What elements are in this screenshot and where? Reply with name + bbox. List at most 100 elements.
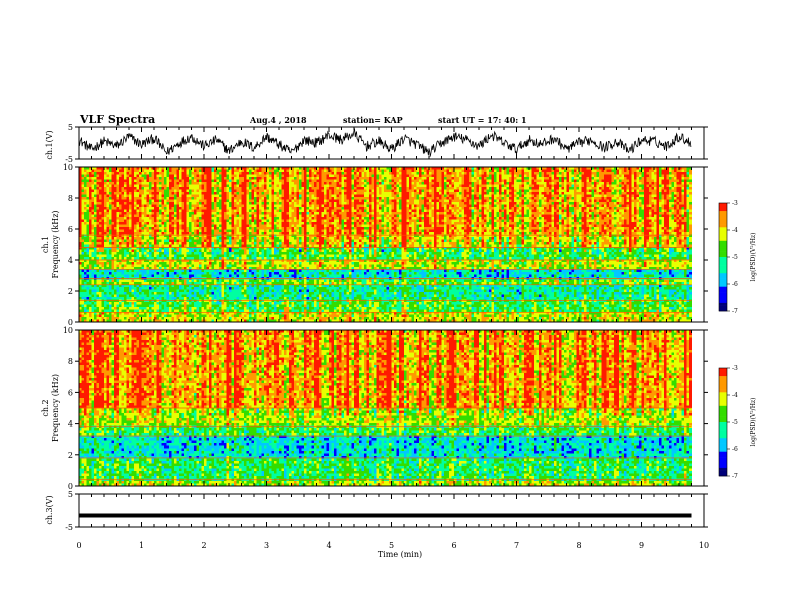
ch1-spectrogram-cell bbox=[124, 185, 127, 188]
ch1-spectrogram-cell bbox=[277, 177, 280, 180]
ch1-spectrogram-cell bbox=[622, 182, 625, 185]
ch1-spectrogram-cell bbox=[654, 182, 657, 185]
ch1-spectrogram-cell bbox=[159, 185, 162, 188]
ch1-spectrogram-cell bbox=[389, 177, 392, 180]
ch1-spectrogram-cell bbox=[187, 197, 190, 200]
ch1-spectrogram-cell bbox=[392, 180, 395, 183]
ch1-spectrogram-cell bbox=[384, 185, 387, 188]
ch1-spectrogram-cell bbox=[447, 180, 450, 183]
ch1-spectrogram-cell bbox=[362, 205, 365, 208]
ch1-spectrogram-cell bbox=[279, 202, 282, 205]
ch1-spectrogram-cell bbox=[229, 202, 232, 205]
ch1-spectrogram-cell bbox=[107, 190, 110, 193]
ch1-spectrogram-cell bbox=[647, 205, 650, 208]
ch1-spectrogram-cell bbox=[287, 170, 290, 173]
ch1-spectrogram-cell bbox=[484, 182, 487, 185]
ch1-spectrogram-cell bbox=[362, 210, 365, 213]
ch1-spectrogram-cell bbox=[532, 205, 535, 208]
ch1-spectrogram-cell bbox=[389, 200, 392, 203]
ch1-spectrogram-cell bbox=[397, 177, 400, 180]
ch1-spectrogram-cell bbox=[207, 187, 210, 190]
ch1-spectrogram-cell bbox=[87, 197, 90, 200]
ch1-spectrogram-cell bbox=[542, 175, 545, 178]
ch1-spectrogram-cell bbox=[399, 197, 402, 200]
ch1-spectrogram-cell bbox=[669, 182, 672, 185]
ch1-spectrogram-cell bbox=[469, 205, 472, 208]
ch1-spectrogram-cell bbox=[364, 205, 367, 208]
ch1-spectrogram-cell bbox=[454, 190, 457, 193]
ch1-spectrogram-cell bbox=[442, 180, 445, 183]
ch1-spectrogram-cell bbox=[329, 205, 332, 208]
ch1-spectrogram-cell bbox=[344, 192, 347, 195]
ch1-spectrogram-cell bbox=[152, 190, 155, 193]
ch1-spectrogram-cell bbox=[247, 197, 250, 200]
ch1-spectrogram-cell bbox=[507, 175, 510, 178]
ch1-spectrogram-cell bbox=[162, 210, 165, 213]
ch1-spectrogram-cell bbox=[179, 197, 182, 200]
ch1-spectrogram-cell bbox=[419, 187, 422, 190]
ch1-spectrogram-cell bbox=[267, 187, 270, 190]
ch1-spectrogram-cell bbox=[222, 190, 225, 193]
ch1-spectrogram-cell bbox=[274, 175, 277, 178]
ch1-spectrogram-cell bbox=[649, 197, 652, 200]
ch1-spectrogram-cell bbox=[472, 170, 475, 173]
ch1-spectrogram-cell bbox=[464, 212, 467, 215]
ch1-spectrogram-cell bbox=[562, 190, 565, 193]
ch1-spectrogram-cell bbox=[352, 180, 355, 183]
ch1-spectrogram-cell bbox=[224, 187, 227, 190]
ch1-spectrogram-cell bbox=[627, 195, 630, 198]
ch1-spectrogram-cell bbox=[249, 202, 252, 205]
ch1-spectrogram-cell bbox=[387, 210, 390, 213]
ch1-spectrogram-cell bbox=[149, 182, 152, 185]
ch1-spectrogram-cell bbox=[284, 182, 287, 185]
ch1-spectrogram-cell bbox=[379, 200, 382, 203]
ch1-spectrogram-cell bbox=[544, 175, 547, 178]
ch1-spectrogram-cell bbox=[207, 210, 210, 213]
ch1-spectrogram-cell bbox=[687, 185, 690, 188]
ch1-spectrogram-cell bbox=[157, 207, 160, 210]
ch1-spectrogram-cell bbox=[359, 190, 362, 193]
ch1-spectrogram-cell bbox=[239, 177, 242, 180]
ch1-spectrogram-cell bbox=[229, 192, 232, 195]
ch1-spectrogram-cell bbox=[532, 170, 535, 173]
ch1-spectrogram-cell bbox=[229, 210, 232, 213]
ch1-spectrogram-cell bbox=[429, 197, 432, 200]
ch1-spectrogram-cell bbox=[84, 170, 87, 173]
ch1-spectrogram-cell bbox=[597, 202, 600, 205]
ch1-spectrogram-cell bbox=[237, 202, 240, 205]
ch1-spectrogram-cell bbox=[427, 177, 430, 180]
ch1-spectrogram-cell bbox=[87, 182, 90, 185]
ch1-spectrogram-cell bbox=[284, 197, 287, 200]
ch1-spectrogram-cell bbox=[122, 212, 125, 215]
ch1-spectrogram-cell bbox=[169, 197, 172, 200]
ch1-spectrogram-cell bbox=[202, 207, 205, 210]
ch1-spectrogram-cell bbox=[219, 175, 222, 178]
ch1-spectrogram-cell bbox=[237, 195, 240, 198]
ch1-spectrogram-cell bbox=[154, 195, 157, 198]
ch1-spectrogram-cell bbox=[609, 197, 612, 200]
ch1-spectrogram-cell bbox=[269, 175, 272, 178]
ch1-spectrogram-cell bbox=[89, 175, 92, 178]
ch1-spectrogram-cell bbox=[354, 207, 357, 210]
ch1-spectrogram-cell bbox=[497, 172, 500, 175]
ch1-spectrogram-cell bbox=[84, 205, 87, 208]
ch1-spectrogram-cell bbox=[459, 197, 462, 200]
ch1-spectrogram-cell bbox=[599, 185, 602, 188]
ch1-spectrogram-cell bbox=[172, 205, 175, 208]
ch1-spectrogram-cell bbox=[382, 207, 385, 210]
ch1-spectrogram-cell bbox=[559, 172, 562, 175]
ch1-spectrogram-cell bbox=[332, 200, 335, 203]
ch1-spectrogram-cell bbox=[587, 185, 590, 188]
ch1-spectrogram-cell bbox=[422, 202, 425, 205]
ch1-spectrogram-cell bbox=[234, 177, 237, 180]
ch1-spectrogram-cell bbox=[512, 205, 515, 208]
ch1-spectrogram-cell bbox=[227, 195, 230, 198]
ch1-spectrogram-cell bbox=[192, 195, 195, 198]
ch1-spectrogram-cell bbox=[594, 190, 597, 193]
ch1-spectrogram-cell bbox=[232, 202, 235, 205]
ch1-spectrogram-cell bbox=[494, 200, 497, 203]
ch1-spectrogram-cell bbox=[327, 180, 330, 183]
ch1-spectrogram-cell bbox=[229, 212, 232, 215]
ch1-spectrogram-cell bbox=[424, 172, 427, 175]
ch1-spectrogram-cell bbox=[367, 210, 370, 213]
